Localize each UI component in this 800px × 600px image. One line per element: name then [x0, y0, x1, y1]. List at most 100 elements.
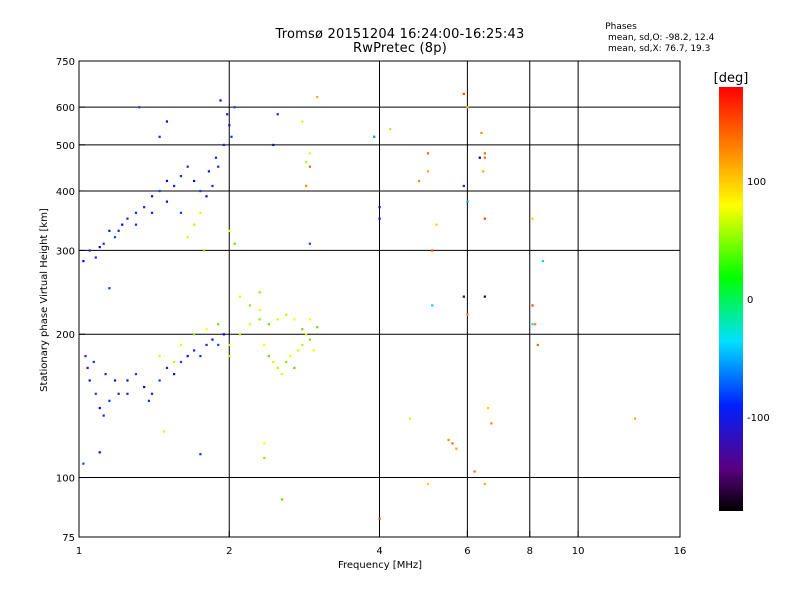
data-point [205, 343, 208, 347]
data-point [531, 217, 534, 220]
data-point [418, 179, 421, 183]
data-point [172, 360, 176, 364]
x-tick-label: 8 [527, 546, 533, 557]
y-tick-label: 400 [56, 187, 75, 198]
data-point [238, 295, 242, 298]
data-point [150, 195, 154, 198]
data-point [466, 200, 469, 203]
y-tick-label: 75 [62, 533, 75, 544]
stats-title: Phases [605, 22, 637, 32]
data-point [193, 349, 196, 352]
data-point [108, 287, 111, 290]
data-point [483, 156, 486, 159]
data-point [88, 379, 91, 382]
data-point [172, 184, 176, 188]
data-point [147, 399, 151, 402]
data-point [219, 99, 222, 102]
data-point [165, 120, 169, 123]
data-point [285, 360, 288, 364]
data-point [233, 106, 236, 109]
data-point [276, 113, 279, 116]
data-point [483, 295, 486, 298]
data-point [158, 135, 161, 138]
data-point [211, 184, 214, 188]
data-point [150, 211, 154, 214]
data-point [179, 211, 183, 214]
data-point [102, 242, 105, 245]
data-point [258, 308, 261, 312]
data-point [633, 417, 637, 420]
data-point [455, 447, 458, 450]
data-point [285, 313, 288, 316]
data-point [308, 338, 311, 341]
data-point [217, 343, 220, 347]
data-point [102, 414, 105, 417]
x-tick-label: 16 [674, 546, 687, 557]
data-point [207, 170, 211, 173]
data-point [531, 304, 534, 307]
data-point [165, 366, 169, 370]
y-tick-label: 300 [56, 246, 75, 257]
y-tick-label: 600 [56, 103, 75, 114]
axis-ticks: 1 2 4 6 8 10 16 75 100 200 300 400 500 600 750 [56, 57, 686, 557]
data-point [172, 373, 176, 376]
data-point [193, 223, 196, 226]
data-point [165, 200, 169, 203]
data-point [308, 242, 311, 245]
data-point [312, 349, 315, 352]
chart-subtitle: RwPretec (8p) [353, 41, 447, 56]
data-point [222, 333, 225, 336]
data-point [98, 451, 101, 454]
data-point [480, 131, 483, 134]
data-point [104, 373, 107, 376]
data-point [297, 349, 300, 352]
data-point [113, 236, 117, 239]
data-point [483, 217, 486, 220]
data-point [179, 360, 183, 364]
data-point [228, 343, 231, 347]
data-point [389, 127, 392, 131]
data-point [308, 165, 311, 168]
data-point [490, 422, 493, 425]
data-point [258, 291, 261, 294]
data-point [233, 242, 236, 245]
data-point [534, 323, 537, 326]
data-point [217, 323, 220, 326]
data-point [82, 260, 85, 263]
grid-lines [79, 61, 680, 537]
y-tick-label: 100 [56, 474, 75, 485]
data-point [162, 430, 166, 433]
data-point [228, 124, 231, 127]
data-point [483, 152, 486, 155]
data-point [199, 453, 202, 456]
data-point [84, 355, 87, 358]
data-point [248, 304, 252, 307]
data-point [293, 366, 296, 370]
data-point [228, 229, 231, 232]
y-tick-label: 500 [56, 141, 75, 152]
data-point [426, 170, 430, 173]
data-point [199, 189, 202, 193]
data-point [276, 318, 279, 321]
data-point [108, 399, 111, 402]
colorbar-ticks: 100 0 -100 [747, 177, 770, 424]
data-point [378, 217, 381, 220]
data-point [378, 517, 381, 520]
data-point [165, 179, 169, 183]
data-point [121, 223, 124, 226]
data-point [126, 217, 129, 220]
data-point [301, 328, 304, 331]
y-axis-label: Stationary phase Virtual Height [km] [39, 208, 50, 392]
data-point [541, 260, 545, 263]
data-point [126, 379, 129, 382]
stats-x: mean, sd,X: 76.7, 19.3 [608, 44, 711, 54]
data-point [272, 360, 275, 364]
data-point [263, 442, 266, 445]
data-point [462, 295, 465, 298]
x-tick-label: 10 [572, 546, 585, 557]
data-point [230, 135, 233, 138]
data-point [205, 328, 208, 331]
data-point [316, 326, 319, 329]
data-point [263, 456, 266, 460]
